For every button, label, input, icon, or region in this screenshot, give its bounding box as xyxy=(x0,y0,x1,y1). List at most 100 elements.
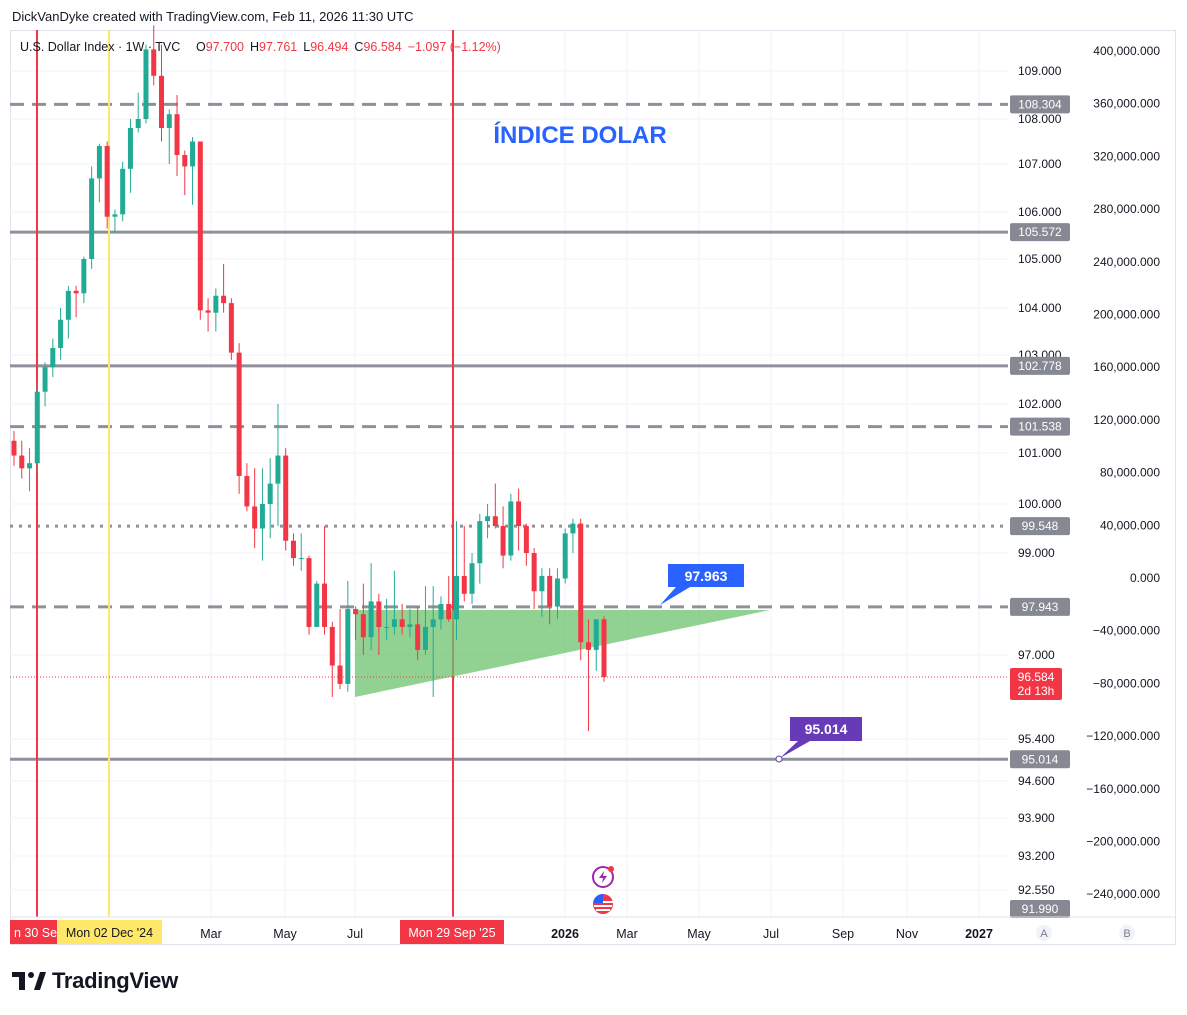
time-tick-label: May xyxy=(273,927,297,941)
price-tick-label: 99.000 xyxy=(1018,546,1055,560)
last-price-countdown: 2d 13h xyxy=(1018,684,1055,698)
us-flag-icon[interactable] xyxy=(593,893,613,914)
volume-tick-label: −80,000.000 xyxy=(1093,676,1160,690)
candle-body xyxy=(81,259,87,294)
horizontal-levels xyxy=(10,102,1008,761)
candle-body xyxy=(252,506,258,529)
level-price-label: 99.548 xyxy=(1022,519,1059,533)
time-tick-label: 2026 xyxy=(551,927,579,941)
candle-body xyxy=(306,558,312,627)
level-price-box xyxy=(1010,417,1070,436)
volume-tick-label: 360,000.000 xyxy=(1093,97,1160,111)
level-price-label: 101.538 xyxy=(1018,420,1062,434)
triangle-pattern[interactable] xyxy=(355,610,770,697)
candle-body xyxy=(368,601,374,638)
level-price-box xyxy=(1010,750,1070,769)
legend-c-value: 96.584 xyxy=(363,40,401,54)
callout-price-text: 97.963 xyxy=(685,568,728,584)
legend-ohlc: O97.700 H97.761 L96.494 C96.584 −1.097 (−1.1… xyxy=(196,40,501,54)
events-icon[interactable] xyxy=(592,866,614,888)
callout-price-bubble[interactable] xyxy=(660,564,744,605)
candle-body xyxy=(500,526,506,556)
time-axis[interactable]: Mar May Jul 2026 Mar May Jul Sep Nov 2027 A Bn 30 S… xyxy=(10,916,1176,944)
volume-tick-label: −200,000.000 xyxy=(1086,835,1160,849)
price-tick-label: 105.000 xyxy=(1018,252,1062,266)
volume-tick-label: −120,000.000 xyxy=(1086,729,1160,743)
candle-body xyxy=(213,295,219,313)
grid xyxy=(10,30,1008,917)
axis-marker-bg[interactable] xyxy=(1036,925,1052,941)
level-price-box xyxy=(1010,517,1070,536)
legend-l-label: L xyxy=(303,40,310,54)
time-tick-label: Mar xyxy=(616,927,638,941)
level-price-box xyxy=(1010,223,1070,242)
legend-h-value: 97.761 xyxy=(259,40,297,54)
candle-body xyxy=(11,440,17,456)
volume-axis: 400,000.000 360,000.000 320,000.000 280,000… xyxy=(1086,44,1160,901)
candle-body xyxy=(547,575,553,607)
price-tick-label: 100.000 xyxy=(1018,497,1062,511)
price-tick-label: 92.550 xyxy=(1018,883,1055,897)
date-highlight-box xyxy=(400,920,504,944)
candle-body xyxy=(570,523,576,534)
candle-body xyxy=(221,295,227,304)
candle-body xyxy=(190,141,196,167)
candle-body xyxy=(593,619,599,650)
volume-tick-label: −40,000.000 xyxy=(1093,624,1160,638)
candle-body xyxy=(135,119,141,128)
volume-tick-label: 240,000.000 xyxy=(1093,255,1160,269)
candle-body xyxy=(329,626,335,666)
candle-body xyxy=(259,504,265,529)
candle-body xyxy=(143,49,149,119)
axis-marker-label[interactable]: B xyxy=(1123,928,1130,940)
axis-marker-label[interactable]: A xyxy=(1040,928,1048,940)
candle-body xyxy=(508,501,514,556)
candle-body xyxy=(73,290,79,294)
time-tick-label: Sep xyxy=(832,927,854,941)
candle-body xyxy=(322,583,328,627)
candle-body xyxy=(415,624,421,650)
candle-body xyxy=(205,310,211,313)
candle-body xyxy=(151,49,157,76)
candle-body xyxy=(601,619,607,678)
legend-o-value: 97.700 xyxy=(206,40,244,54)
candle-body xyxy=(34,391,40,464)
date-highlight-box xyxy=(57,920,162,944)
candles xyxy=(11,25,607,732)
callout-anchor-dot xyxy=(775,755,783,763)
legend-c-label: C xyxy=(354,40,363,54)
volume-tick-label: 80,000.000 xyxy=(1100,466,1160,480)
candle-body xyxy=(446,604,452,620)
candle-body xyxy=(298,558,304,560)
candle-body xyxy=(104,146,110,217)
price-tick-label: 109.000 xyxy=(1018,64,1062,78)
last-price-label: 96.584 xyxy=(1018,670,1055,684)
price-tick-label: 108.000 xyxy=(1018,112,1062,126)
candle-body xyxy=(244,475,250,507)
candle-body xyxy=(166,114,172,128)
candle-body xyxy=(127,128,133,169)
candle-body xyxy=(27,463,33,469)
volume-tick-label: 0.000 xyxy=(1130,571,1160,585)
date-highlight-label: Mon 02 Dec '24 xyxy=(66,926,153,940)
candle-body xyxy=(159,75,164,128)
date-highlight-label: Mon 29 Sep '25 xyxy=(408,926,495,940)
candle-body xyxy=(578,523,584,643)
tradingview-logo[interactable]: TradingView xyxy=(12,968,178,994)
candle-body xyxy=(89,178,95,259)
axis-marker-bg[interactable] xyxy=(1119,925,1135,941)
volume-tick-label: −160,000.000 xyxy=(1086,782,1160,796)
volume-tick-label: 400,000.000 xyxy=(1093,44,1160,58)
legend-change: −1.097 (−1.12%) xyxy=(408,40,501,54)
candle-body xyxy=(585,642,591,650)
candle-body xyxy=(399,619,405,627)
callout-target-bubble[interactable] xyxy=(780,717,862,758)
price-axis[interactable]: 109.000 108.000 107.000 106.000 105.000 104.0… xyxy=(1010,64,1070,918)
price-tick-label: 107.000 xyxy=(1018,157,1062,171)
price-tick-label: 106.000 xyxy=(1018,205,1062,219)
price-tick-label: 97.000 xyxy=(1018,648,1055,662)
candle-body xyxy=(50,347,56,368)
candle-body xyxy=(337,665,343,684)
candle-body xyxy=(531,553,537,592)
candlestick-chart[interactable]: 97.963 95.014 109.000 108.000 107.000 106.00… xyxy=(0,0,1187,960)
